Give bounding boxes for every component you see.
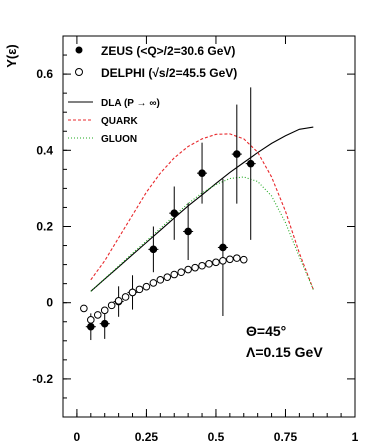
delphi-point	[87, 316, 95, 324]
zeus-point	[184, 227, 192, 236]
delphi-point	[205, 260, 213, 268]
delphi-point	[121, 293, 130, 301]
zeus-point	[149, 245, 158, 254]
y-tick-label: -0.2	[32, 372, 53, 386]
delphi-point	[100, 306, 109, 315]
delphi-point	[107, 301, 116, 310]
x-tick-label: 0.75	[274, 430, 298, 444]
zeus-point	[246, 159, 255, 168]
delphi-point	[149, 279, 158, 287]
delphi-point	[170, 270, 179, 279]
delphi-point	[163, 273, 172, 281]
x-tick-label: 1	[352, 430, 359, 444]
legend-zeus-label: ZEUS (<Q>/2=30.6 GeV)	[101, 44, 235, 58]
y-tick-label: 0.2	[36, 220, 53, 234]
delphi-point	[135, 285, 144, 294]
y-tick-label: 0	[46, 296, 53, 310]
delphi-point	[114, 296, 123, 305]
zeus-point	[87, 322, 95, 331]
legend-delphi-marker	[75, 68, 83, 76]
x-tick-label: 0	[74, 430, 81, 444]
zeus-point	[198, 169, 206, 177]
legend: ZEUS (<Q>/2=30.6 GeV) DELPHI (√s/2=45.5 …	[68, 44, 237, 145]
y-axis-label: Y(ε)	[4, 44, 19, 68]
y-tick-label: 0.4	[36, 143, 53, 157]
delphi-point	[184, 265, 192, 274]
delphi-point	[239, 255, 248, 264]
delphi-point	[177, 268, 185, 277]
annotation-theta: Θ=45°	[246, 323, 286, 339]
quark-curve	[90, 133, 314, 290]
y-tick-label: 0.6	[36, 67, 53, 81]
x-tick-label: 0.25	[135, 430, 159, 444]
legend-dla-label: DLA (P → ∞)	[101, 98, 160, 109]
delphi-point	[233, 254, 241, 262]
data-points	[80, 87, 256, 341]
delphi-point	[142, 282, 151, 291]
delphi-point	[212, 258, 220, 267]
legend-gluon-label: GLUON	[101, 134, 137, 145]
x-axis-ticks: 0 0.25 0.5 0.75 1	[74, 36, 359, 444]
delphi-point	[80, 304, 88, 313]
delphi-point	[128, 288, 137, 297]
delphi-point	[93, 311, 102, 319]
y-axis-ticks: -0.2 0 0.2 0.4 0.6	[32, 35, 355, 418]
x-tick-label: 0.5	[208, 430, 225, 444]
zeus-point	[233, 150, 241, 158]
zeus-point	[100, 319, 109, 328]
zeus-point	[170, 209, 179, 217]
delphi-point	[198, 261, 206, 270]
legend-zeus-marker	[75, 46, 83, 54]
legend-quark-label: QUARK	[101, 116, 138, 127]
zeus-point	[219, 243, 227, 252]
delphi-point	[156, 276, 165, 284]
annotation-lambda: Λ=0.15 GeV	[246, 344, 323, 360]
legend-delphi-label: DELPHI (√s/2=45.5 GeV)	[101, 66, 237, 80]
delphi-point	[219, 256, 227, 265]
delphi-point	[226, 255, 234, 264]
delphi-point	[191, 263, 199, 272]
